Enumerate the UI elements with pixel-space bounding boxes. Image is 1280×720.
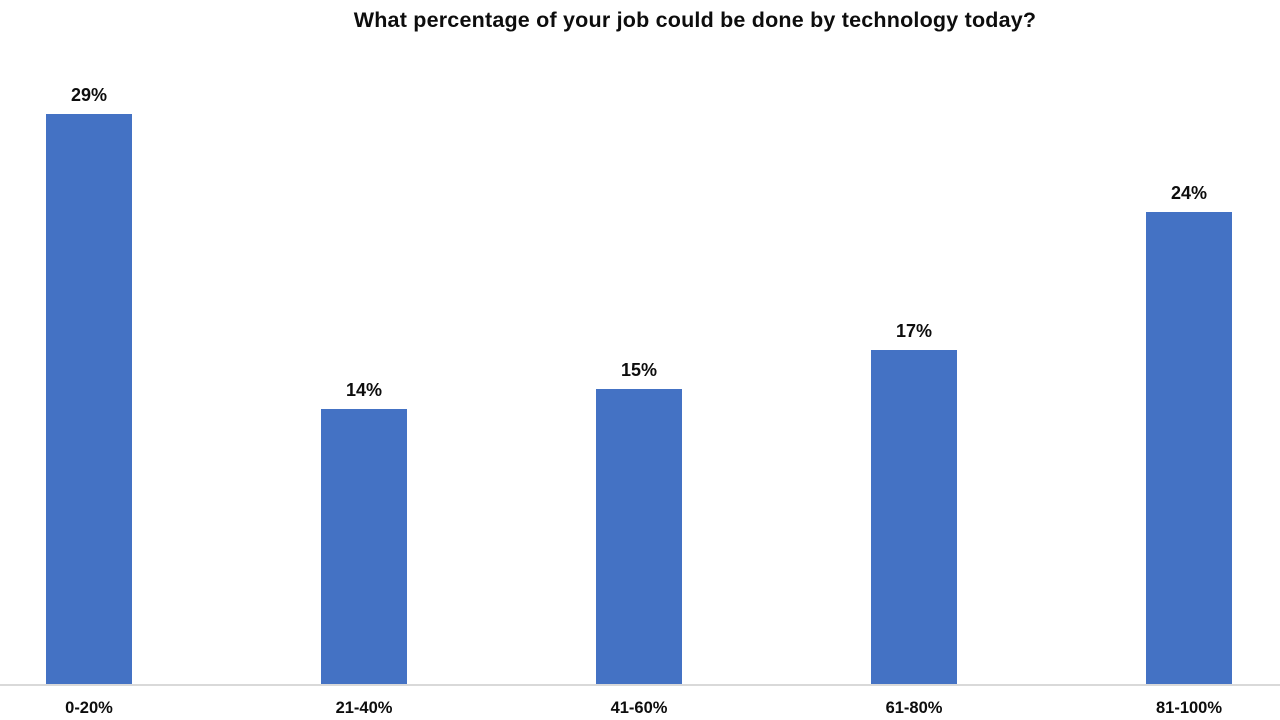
bar-value-label: 17% xyxy=(895,321,933,341)
bar xyxy=(1146,212,1232,684)
bar-value-label: 15% xyxy=(620,360,658,380)
x-axis-label: 41-60% xyxy=(610,699,668,717)
x-axis-label: 81-100% xyxy=(1155,699,1223,717)
bar xyxy=(596,389,682,684)
x-axis-label: 0-20% xyxy=(65,699,113,717)
bar xyxy=(871,350,957,684)
x-axis-line xyxy=(0,684,1280,686)
bar-value-label: 14% xyxy=(345,380,383,400)
plot-area: 29% 14% 15% 17% 24% xyxy=(46,85,1232,684)
bar-value-label: 24% xyxy=(1170,183,1208,203)
bar xyxy=(46,114,132,684)
x-axis-label: 21-40% xyxy=(335,699,393,717)
chart-title: What percentage of your job could be don… xyxy=(353,8,1037,32)
bar xyxy=(321,409,407,684)
x-axis-labels: 0-20% 21-40% 41-60% 61-80% 81-100% xyxy=(0,697,1280,720)
x-axis-label: 61-80% xyxy=(885,699,943,717)
bar-value-label: 29% xyxy=(70,85,108,105)
